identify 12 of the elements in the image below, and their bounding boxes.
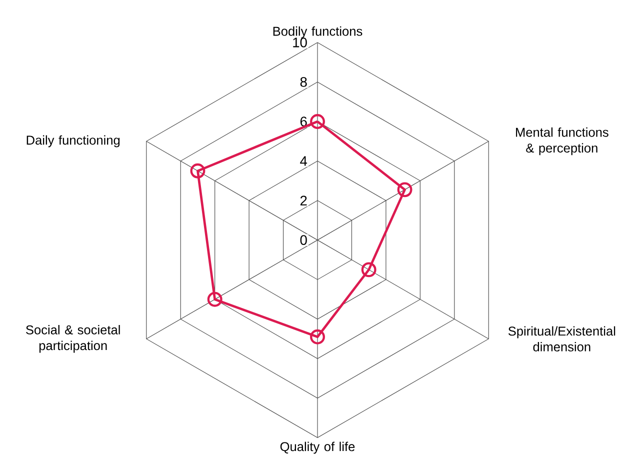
y-tick-label: 4: [300, 156, 308, 166]
y-tick-label: 6: [300, 116, 307, 126]
spoke-label: Daily functioning: [26, 135, 120, 148]
spoke-label: Social & societal participation: [26, 324, 120, 353]
spoke-label: Mental functions & perception: [516, 127, 608, 155]
spoke-label: Bodily functions: [273, 26, 362, 38]
spoke-label: Quality of life: [280, 442, 355, 454]
y-tick-label: 8: [300, 76, 307, 87]
y-tick-label: 0: [300, 235, 307, 245]
y-tick-label: 10: [293, 37, 307, 48]
spoke-label: Spiritual/Existential dimension: [508, 326, 616, 352]
y-tick-label: 2: [300, 196, 307, 206]
